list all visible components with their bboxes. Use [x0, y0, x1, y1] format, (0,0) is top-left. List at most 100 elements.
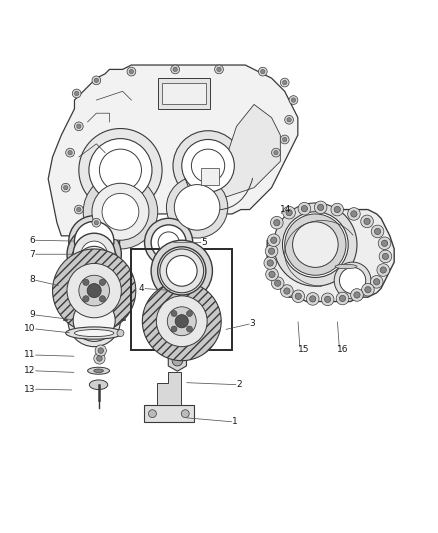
Circle shape	[171, 311, 177, 317]
Polygon shape	[219, 104, 280, 197]
Circle shape	[266, 268, 278, 281]
Circle shape	[184, 141, 233, 190]
Circle shape	[156, 296, 207, 346]
Circle shape	[182, 140, 234, 192]
Circle shape	[99, 279, 106, 286]
Circle shape	[336, 292, 349, 305]
Circle shape	[275, 280, 281, 286]
Circle shape	[348, 208, 360, 220]
Text: 5: 5	[201, 238, 207, 247]
Circle shape	[79, 128, 162, 212]
Circle shape	[215, 65, 223, 74]
Text: 7: 7	[29, 250, 35, 259]
Circle shape	[265, 245, 278, 257]
Ellipse shape	[88, 367, 110, 374]
Circle shape	[285, 115, 293, 124]
Ellipse shape	[89, 380, 108, 390]
Circle shape	[286, 209, 292, 216]
Circle shape	[258, 67, 267, 76]
Circle shape	[378, 237, 391, 249]
Circle shape	[94, 78, 99, 83]
Circle shape	[75, 235, 113, 273]
Circle shape	[379, 250, 392, 263]
Circle shape	[381, 240, 388, 246]
Circle shape	[334, 262, 371, 299]
Circle shape	[292, 290, 304, 303]
Circle shape	[281, 285, 293, 297]
Circle shape	[351, 289, 363, 301]
Circle shape	[67, 263, 121, 318]
Circle shape	[301, 206, 307, 212]
Circle shape	[287, 118, 291, 122]
Text: 9: 9	[29, 310, 35, 319]
Circle shape	[166, 177, 228, 238]
Circle shape	[318, 204, 324, 211]
Text: 1: 1	[232, 417, 238, 426]
Circle shape	[53, 249, 136, 332]
Circle shape	[269, 271, 275, 278]
Circle shape	[174, 184, 220, 230]
Circle shape	[83, 296, 89, 302]
Circle shape	[117, 329, 124, 336]
Circle shape	[293, 222, 338, 268]
Circle shape	[167, 307, 196, 336]
Circle shape	[365, 287, 371, 293]
Circle shape	[158, 232, 179, 253]
Text: 11: 11	[24, 351, 35, 359]
Circle shape	[274, 150, 278, 155]
Circle shape	[268, 248, 275, 254]
Text: 12: 12	[24, 366, 35, 375]
Circle shape	[173, 131, 243, 201]
Circle shape	[72, 89, 81, 98]
Circle shape	[283, 138, 287, 142]
Circle shape	[68, 294, 120, 346]
Circle shape	[171, 65, 180, 74]
Circle shape	[354, 292, 360, 298]
Circle shape	[127, 67, 136, 76]
Circle shape	[83, 279, 89, 286]
Ellipse shape	[335, 264, 357, 269]
Circle shape	[187, 311, 192, 317]
Circle shape	[172, 356, 183, 366]
Text: 16: 16	[337, 345, 349, 354]
Circle shape	[142, 282, 221, 361]
Circle shape	[175, 314, 188, 328]
Circle shape	[87, 284, 101, 297]
Text: 4: 4	[139, 284, 145, 293]
Circle shape	[77, 124, 81, 128]
Text: 13: 13	[24, 385, 35, 394]
Circle shape	[268, 234, 280, 247]
Circle shape	[171, 326, 177, 332]
Circle shape	[272, 277, 284, 289]
Circle shape	[64, 185, 68, 190]
Circle shape	[377, 264, 389, 276]
Circle shape	[382, 253, 389, 260]
Circle shape	[74, 91, 79, 96]
Circle shape	[158, 247, 206, 295]
Circle shape	[173, 67, 177, 71]
Circle shape	[181, 410, 189, 418]
Circle shape	[361, 215, 373, 228]
Circle shape	[92, 219, 101, 227]
Circle shape	[331, 203, 343, 216]
Circle shape	[283, 206, 295, 219]
Circle shape	[94, 185, 147, 238]
Circle shape	[191, 149, 225, 182]
Circle shape	[77, 246, 112, 281]
Circle shape	[371, 225, 384, 238]
Circle shape	[267, 260, 273, 266]
Circle shape	[321, 293, 334, 305]
Circle shape	[264, 257, 276, 269]
Circle shape	[339, 295, 346, 302]
Circle shape	[151, 225, 186, 260]
Circle shape	[351, 211, 357, 217]
Circle shape	[148, 410, 156, 418]
Circle shape	[295, 293, 301, 300]
Circle shape	[73, 300, 115, 342]
Circle shape	[95, 345, 106, 356]
Bar	[158, 78, 210, 109]
Text: 8: 8	[29, 275, 35, 284]
Ellipse shape	[74, 329, 114, 336]
Circle shape	[284, 288, 290, 294]
Text: 6: 6	[29, 236, 35, 245]
